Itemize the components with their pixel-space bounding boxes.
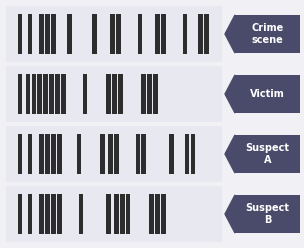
Bar: [57, 194, 62, 234]
Bar: [6, 66, 222, 122]
Bar: [141, 134, 146, 174]
Bar: [153, 74, 158, 114]
Bar: [116, 14, 121, 54]
Bar: [155, 14, 160, 54]
Bar: [77, 134, 81, 174]
Bar: [169, 134, 174, 174]
Polygon shape: [225, 15, 235, 53]
Polygon shape: [225, 135, 235, 173]
Text: Crime
scene: Crime scene: [251, 23, 284, 45]
Bar: [149, 194, 154, 234]
Bar: [138, 14, 142, 54]
Bar: [18, 194, 22, 234]
Bar: [45, 14, 50, 54]
Bar: [51, 194, 56, 234]
Bar: [106, 74, 111, 114]
Bar: [57, 134, 62, 174]
Bar: [161, 194, 166, 234]
Bar: [199, 14, 203, 54]
Bar: [114, 134, 119, 174]
Bar: [45, 194, 50, 234]
Bar: [106, 194, 111, 234]
Bar: [191, 134, 195, 174]
Bar: [114, 194, 119, 234]
Bar: [43, 74, 48, 114]
Bar: [61, 74, 66, 114]
Bar: [55, 74, 60, 114]
Bar: [183, 14, 188, 54]
Bar: [112, 74, 117, 114]
Bar: [40, 194, 44, 234]
Text: Suspect
B: Suspect B: [246, 203, 289, 225]
Bar: [204, 14, 209, 54]
Bar: [79, 194, 83, 234]
Bar: [67, 14, 71, 54]
Bar: [28, 134, 32, 174]
Bar: [51, 14, 56, 54]
Bar: [92, 14, 97, 54]
Bar: [155, 194, 160, 234]
Bar: [235, 15, 300, 53]
Polygon shape: [225, 75, 235, 113]
Bar: [136, 134, 140, 174]
Bar: [235, 75, 300, 113]
Polygon shape: [225, 195, 235, 233]
Bar: [147, 74, 152, 114]
Bar: [6, 186, 222, 242]
Bar: [37, 74, 42, 114]
Bar: [118, 74, 123, 114]
Bar: [120, 194, 125, 234]
Bar: [126, 194, 130, 234]
Bar: [83, 74, 87, 114]
Bar: [18, 134, 22, 174]
Bar: [28, 194, 32, 234]
Bar: [235, 195, 300, 233]
Bar: [40, 14, 44, 54]
Bar: [45, 134, 50, 174]
Bar: [32, 74, 36, 114]
Bar: [6, 6, 222, 62]
Bar: [100, 134, 105, 174]
Bar: [28, 14, 32, 54]
Text: Victim: Victim: [250, 89, 285, 99]
Text: Suspect
A: Suspect A: [246, 143, 289, 165]
Bar: [108, 134, 113, 174]
Bar: [161, 14, 166, 54]
Bar: [235, 135, 300, 173]
Bar: [26, 74, 30, 114]
Bar: [6, 126, 222, 182]
Bar: [141, 74, 146, 114]
Bar: [18, 74, 22, 114]
Bar: [40, 134, 44, 174]
Bar: [18, 14, 22, 54]
Bar: [185, 134, 189, 174]
Bar: [51, 134, 56, 174]
Bar: [110, 14, 115, 54]
Bar: [49, 74, 54, 114]
